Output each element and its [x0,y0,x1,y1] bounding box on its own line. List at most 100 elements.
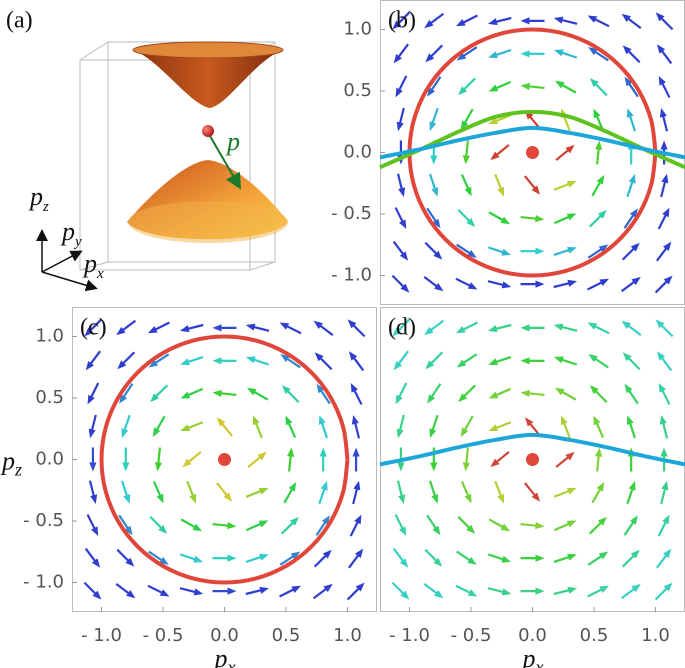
y-tick-label: - 0.5 [331,203,372,224]
axis-y-label: py [60,217,82,250]
field-arrow-head [488,84,499,92]
field-arrow-head [661,173,669,184]
field-arrow-head [87,394,95,405]
field-arrow-head [456,359,467,368]
field-arrow-head [152,427,161,438]
axis-z-label: pz [28,182,49,215]
field-arrow-head [488,117,499,125]
field-arrow-head [116,326,126,336]
field-arrow-head [656,44,666,54]
field-arrow-head [126,590,136,599]
field-arrow-head [630,242,640,252]
field-arrow-head [223,492,233,502]
field-arrow-head [193,555,203,563]
field-arrow-head [257,451,267,461]
x-tick-label: 1.0 [333,625,362,646]
field-arrow-head [466,524,476,534]
field-arrow-head [246,387,257,396]
field-arrow-head [318,415,326,425]
field-arrow-head [455,326,466,334]
field-arrow-head [567,246,577,254]
field-arrow-head [520,324,530,332]
field-arrow-head [501,588,512,596]
field-arrow-head [458,86,468,96]
field-arrow-head [659,107,667,118]
panel: (c) - 1.0 - 0.5 0.0 0.5 1.0 - 1.0 - 0.5 0.0 0.5 1.… [0,307,377,668]
field-arrow-head [212,324,222,332]
field-arrow-head [656,351,666,361]
field-arrow-head [631,583,641,593]
field-arrow-head [500,523,511,532]
field-arrow-head [658,75,666,86]
field-arrow-head [192,523,203,532]
field-arrow-head [658,382,666,393]
field-arrow-head [396,121,404,132]
field-arrow-head [323,583,333,593]
field-arrow-head [287,447,295,457]
field-arrow-head [425,53,435,63]
upper-cone [132,41,284,108]
field-arrow-head [535,522,545,530]
field-arrow-head [501,555,511,563]
y-axis-label-sub: z [14,460,22,480]
field-arrow-head [622,352,632,362]
axis-x-sub: x [96,266,104,282]
field-arrow-head [660,140,668,150]
y-axis-label-base: p [0,447,15,476]
field-arrow-head [393,361,402,371]
field-arrow-head [431,187,439,197]
field-arrow-head [150,393,160,403]
field-arrow-head [462,462,470,472]
y-tick-label: - 1.0 [331,264,372,285]
field-arrow-head [553,16,564,24]
x-axis-label-sub: x [227,657,236,668]
field-arrow-head [398,187,406,198]
field-arrow-head [245,323,256,331]
field-arrow-head [520,17,530,25]
field-arrow-head [501,248,511,256]
field-arrow-head [396,428,404,439]
field-arrow-head [501,281,512,289]
field-arrow-head [189,493,197,504]
field-arrow-head [553,323,564,331]
field-arrow-head [322,549,332,559]
field-arrow-head [393,54,402,64]
field-arrow-head [147,326,158,334]
field-arrow-head [589,385,599,395]
momentum-arrow [209,135,242,190]
y-tick-label: 0.5 [35,387,64,408]
field-arrow-head [464,493,472,504]
x-axis-label: px [521,644,544,668]
field-arrow-head [212,357,222,365]
field-arrow-head [180,391,191,399]
field-arrow-head [395,394,403,405]
field-arrow-head [320,481,328,491]
field-arrow-head [520,389,530,397]
lower-cone [127,160,288,243]
axis-y-base: p [60,217,75,246]
field-arrow-head [520,50,530,58]
field-arrow-head [488,358,498,366]
field-arrow-head [216,417,226,427]
field-arrow-head [351,414,359,425]
field-arrow-head [466,217,476,227]
field-arrow-head [350,382,358,393]
y-tick-label: 0.0 [343,142,372,163]
field-arrow-head [487,325,498,333]
field-arrow-head [455,19,466,27]
axes-triad [36,229,98,292]
field-arrow-head [353,480,361,491]
particle [202,125,214,137]
field-arrow-head [535,587,545,595]
y-tick-label: - 0.5 [23,510,64,531]
field-arrow-head [662,514,670,525]
field-arrow-head [520,357,530,365]
center-point [526,453,539,466]
field-arrow-head [433,557,443,567]
x-tick-label: 0.5 [580,625,609,646]
curve [99,334,350,585]
x-tick-label: 0.0 [210,625,239,646]
field-arrow-head [288,481,297,492]
field-arrow-head [354,514,362,525]
